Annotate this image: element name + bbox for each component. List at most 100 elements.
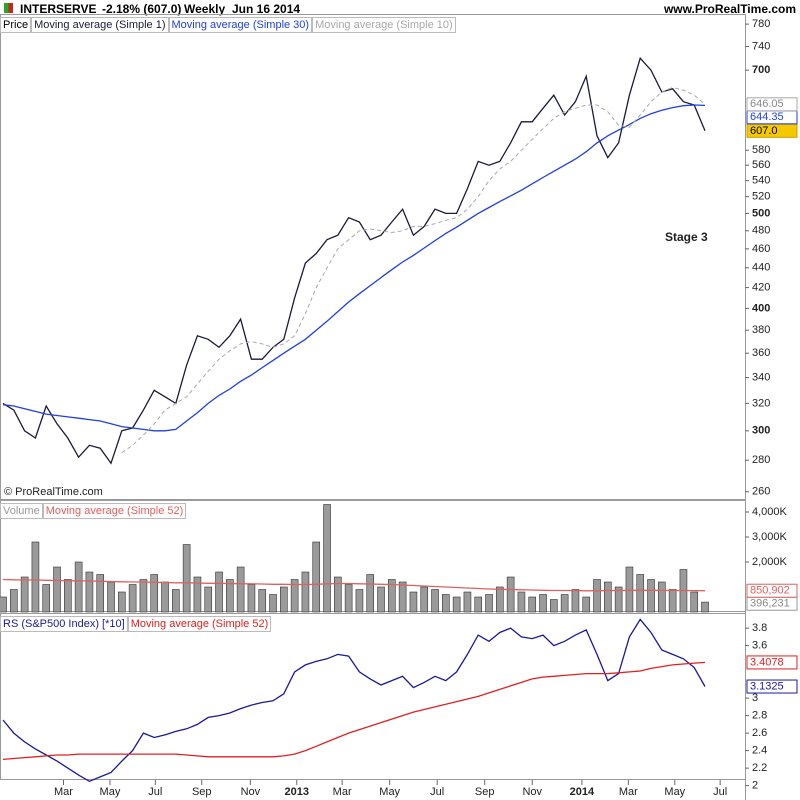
volume-bar bbox=[182, 544, 191, 613]
x-tick-label: Jul bbox=[713, 786, 727, 798]
site: www.ProRealTime.com bbox=[663, 2, 796, 16]
y-tick-label: 3,000K bbox=[752, 531, 788, 543]
volume-bar bbox=[85, 571, 94, 613]
volume-bar bbox=[647, 579, 655, 613]
volume-bar bbox=[517, 591, 526, 613]
x-tick-label: Sep bbox=[192, 786, 212, 798]
y-tick-label: 3.6 bbox=[752, 640, 767, 652]
volume-bar bbox=[398, 581, 407, 613]
y-tick-label: 2.4 bbox=[752, 745, 767, 757]
value-box-label: 646.05 bbox=[750, 98, 784, 110]
y-tick-label: 560 bbox=[752, 159, 770, 171]
y-tick-label: 2.6 bbox=[752, 727, 767, 739]
volume-bar bbox=[528, 596, 537, 613]
legend-entry: Volume bbox=[0, 503, 43, 519]
series-line bbox=[2, 618, 706, 783]
value-box-label: 644.35 bbox=[750, 111, 784, 123]
legend-entry: Moving average (Simple 52) bbox=[127, 616, 272, 632]
y-tick-label: 580 bbox=[752, 144, 770, 156]
annotation: Stage 3 bbox=[665, 230, 708, 244]
y-tick-label: 400 bbox=[752, 302, 770, 314]
series-line bbox=[2, 578, 706, 592]
y-tick-label: 500 bbox=[752, 207, 770, 219]
y-tick-label: 340 bbox=[752, 371, 770, 383]
y-tick-label: 3.8 bbox=[752, 622, 767, 634]
volume-bar bbox=[474, 596, 483, 613]
y-tick-label: 700 bbox=[752, 64, 770, 76]
volume-bar bbox=[625, 566, 634, 613]
x-tick-label: 2013 bbox=[285, 786, 309, 798]
volume-bar bbox=[463, 591, 472, 613]
volume-bar bbox=[312, 541, 321, 613]
volume-bar bbox=[226, 579, 234, 613]
volume-bar bbox=[539, 594, 547, 613]
x-tick-label: Jul bbox=[430, 786, 444, 798]
y-tick-label: 2.8 bbox=[752, 710, 767, 722]
volume-bar bbox=[442, 594, 450, 613]
volume-bar bbox=[53, 566, 61, 613]
panel-frame bbox=[0, 14, 746, 500]
y-tick-label: 3 bbox=[752, 692, 758, 704]
volume-bar bbox=[388, 579, 396, 613]
legend: Volume Moving average (Simple 52) bbox=[0, 503, 187, 519]
y-tick-label: 280 bbox=[752, 454, 770, 466]
volume-bar bbox=[128, 584, 137, 613]
volume-bar bbox=[31, 541, 40, 613]
volume-bar bbox=[139, 579, 148, 613]
x-tick-label: Nov bbox=[522, 786, 542, 798]
volume-bar bbox=[658, 581, 666, 613]
volume-bar bbox=[377, 586, 385, 613]
volume-bar bbox=[690, 591, 699, 613]
series-line bbox=[2, 104, 706, 432]
legend: RS (S&P500 Index) [*10] Moving average (S… bbox=[0, 616, 272, 632]
y-tick-label: 460 bbox=[752, 243, 770, 255]
volume-bar bbox=[20, 576, 29, 613]
volume-bar bbox=[0, 596, 7, 613]
volume-bar bbox=[604, 581, 612, 613]
legend: Price Moving average (Simple 1) Moving ave… bbox=[0, 17, 456, 33]
value-box bbox=[746, 655, 798, 670]
date: Jun 16 2014 bbox=[232, 2, 301, 16]
volume-bar bbox=[668, 589, 677, 613]
series-line bbox=[2, 661, 706, 761]
volume-bar bbox=[96, 574, 105, 613]
y-tick-label: 520 bbox=[752, 191, 770, 203]
copyright: © ProRealTime.com bbox=[4, 486, 103, 498]
volume-bar bbox=[409, 591, 418, 613]
x-tick-label: May bbox=[379, 786, 400, 798]
x-tick-label: Mar bbox=[619, 786, 638, 798]
volume-bar bbox=[431, 589, 439, 613]
y-tick-label: 2,000K bbox=[752, 556, 788, 568]
legend-entry: Moving average (Simple 52) bbox=[42, 503, 187, 519]
volume-bar bbox=[366, 574, 375, 613]
volume-bar bbox=[593, 579, 601, 613]
value-box-label: 3.4078 bbox=[750, 656, 784, 668]
value-box-label: 850,902 bbox=[750, 585, 790, 597]
y-tick-label: 780 bbox=[752, 18, 770, 30]
value-box-label: 607.0 bbox=[750, 125, 778, 137]
header: INTERSERVE -2.18% (607.0) Weekly Jun 16 … bbox=[0, 0, 800, 16]
y-tick-label: 260 bbox=[752, 486, 770, 498]
value-box-label: 396,231 bbox=[750, 598, 790, 610]
value-box bbox=[746, 97, 798, 112]
legend-entry: Moving average (Simple 10) bbox=[312, 17, 456, 33]
volume-bar bbox=[172, 589, 180, 613]
volume-bar bbox=[420, 586, 429, 613]
volume-bar bbox=[118, 591, 126, 613]
x-tick-label: May bbox=[100, 786, 121, 798]
value-box-label: 3.1325 bbox=[750, 680, 784, 692]
y-tick-label: 740 bbox=[752, 40, 770, 52]
volume-bar bbox=[550, 599, 558, 613]
x-tick-label: Mar bbox=[333, 786, 352, 798]
volume-bar bbox=[485, 594, 493, 613]
x-tick-label: Nov bbox=[241, 786, 261, 798]
value-box bbox=[746, 123, 798, 138]
y-tick-label: 420 bbox=[752, 282, 770, 294]
volume-bar bbox=[571, 589, 580, 613]
volume-bar bbox=[280, 586, 288, 613]
legend-entry: RS (S&P500 Index) [*10] bbox=[0, 616, 128, 632]
volume-bar bbox=[334, 576, 342, 613]
volume-bar bbox=[269, 594, 277, 613]
y-tick-label: 2 bbox=[752, 780, 758, 792]
